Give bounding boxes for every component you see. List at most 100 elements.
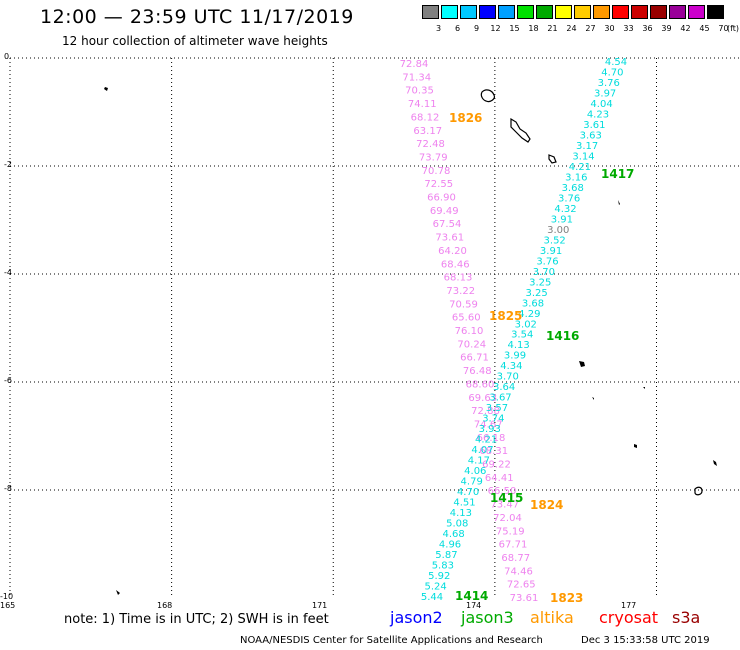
cyan-track-value: 3.02 xyxy=(515,319,537,330)
cyan-track-value: 4.68 xyxy=(443,529,465,540)
legend-s3a: s3a xyxy=(672,608,701,627)
page-title: 12:00 — 23:59 UTC 11/17/2019 xyxy=(40,6,354,28)
pink-track-value: 68.13 xyxy=(444,273,473,284)
cyan-track-value: 4.96 xyxy=(439,540,461,551)
cyan-track-value: 3.70 xyxy=(533,267,555,278)
scale-swatch xyxy=(612,5,629,19)
longitude-tick-label: 177 xyxy=(621,601,637,610)
island-outline-icon xyxy=(713,460,717,466)
pink-track-value: 70.35 xyxy=(405,86,434,97)
cyan-track-value: 4.70 xyxy=(601,67,623,78)
cyan-track-value: 3.64 xyxy=(493,382,515,393)
cyan-track-value: 5.92 xyxy=(428,571,450,582)
pink-track-value: 72.88 xyxy=(471,406,500,417)
cyan-track-value: 5.87 xyxy=(435,550,457,561)
latitude-tick-label: -8 xyxy=(4,484,12,493)
island-outlines xyxy=(104,87,717,595)
legend-cryosat: cryosat xyxy=(599,608,659,627)
pink-track-value: 72.65 xyxy=(507,580,536,591)
pass-time-label: 1824 xyxy=(530,498,563,512)
cyan-track-value: 3.54 xyxy=(511,330,533,341)
cyan-track-value: 3.91 xyxy=(551,214,573,225)
cyan-track-value: 3.52 xyxy=(544,235,566,246)
timestamp: Dec 3 15:33:58 UTC 2019 xyxy=(581,635,710,646)
scale-swatch xyxy=(536,5,553,19)
pink-track-value: 70.59 xyxy=(449,299,478,310)
time-labels: 1826 1825 1824 1823 1417 1416 1415 1414 xyxy=(449,111,634,605)
pink-track-value: 74.46 xyxy=(504,566,533,577)
cyan-track-value: 3.57 xyxy=(486,403,508,414)
scale-swatch xyxy=(574,5,591,19)
longitude-tick-label: 171 xyxy=(312,601,328,610)
cyan-track-value: 5.44 xyxy=(421,592,443,603)
cyan-track-value: 4.13 xyxy=(507,340,529,351)
cyan-track-value: 5.24 xyxy=(424,582,446,593)
pass-time-label: 1414 xyxy=(455,589,488,603)
cyan-track-value: 3.76 xyxy=(598,78,620,89)
legend-jason3: jason3 xyxy=(461,608,514,627)
scale-label: 18 xyxy=(528,24,539,33)
cyan-track-value: 3.99 xyxy=(504,351,526,362)
pink-track-value: 69.63 xyxy=(468,393,497,404)
altimeter-tracks: 72.84 71.34 70.35 74.11 68.12 63.17 72.48 73.79… xyxy=(400,57,627,604)
cyan-track-value: 4.34 xyxy=(500,361,522,372)
scale-swatch xyxy=(555,5,572,19)
pink-track-value: 73.61 xyxy=(435,233,464,244)
scale-label: 42 xyxy=(680,24,691,33)
pink-track-value: 66.71 xyxy=(460,353,489,364)
footnote: note: 1) Time is in UTC; 2) SWH is in fe… xyxy=(64,612,329,627)
cyan-track-value: 4.51 xyxy=(453,498,475,509)
cyan-track-value: 3.70 xyxy=(497,372,519,383)
cyan-track-value: 4.04 xyxy=(590,99,612,110)
pink-track-value: 66.50 xyxy=(488,486,517,497)
cyan-track-value: 4.06 xyxy=(464,466,486,477)
scale-swatch xyxy=(460,5,477,19)
pass-time-label: 1415 xyxy=(490,491,523,505)
latitude-tick-label: -10 xyxy=(0,592,14,601)
pink-track-value: 73.61 xyxy=(510,593,539,604)
cyan-track-value: 4.79 xyxy=(461,477,483,488)
pink-track-value: 72.84 xyxy=(400,59,429,70)
scale-label: 33 xyxy=(623,24,634,33)
cyan-track-value: 3.93 xyxy=(479,424,501,435)
scale-swatch xyxy=(650,5,667,19)
scale-swatch xyxy=(517,5,534,19)
cyan-track-value: 4.21 xyxy=(475,435,497,446)
cyan-track-value: 4.17 xyxy=(468,456,490,467)
island-outline-icon xyxy=(694,486,703,496)
cyan-track-value: 4.70 xyxy=(457,487,479,498)
grid-lines xyxy=(9,57,740,598)
pink-track-value: 72.04 xyxy=(493,513,522,524)
pink-track-value: 68.12 xyxy=(411,112,440,123)
pink-track-value: 64.41 xyxy=(485,473,514,484)
pink-track-value: 66.90 xyxy=(427,193,456,204)
pink-track-value: 70.78 xyxy=(422,166,451,177)
scale-label: 24 xyxy=(566,24,577,33)
pink-track-value: 75.19 xyxy=(496,526,525,537)
pink-track-value: 74.11 xyxy=(408,99,437,110)
scale-label: 3 xyxy=(435,24,442,33)
island-outline-icon xyxy=(510,117,531,143)
scale-swatch xyxy=(498,5,515,19)
cyan-track-value: 3.74 xyxy=(482,414,504,425)
pink-track-value: 68.31 xyxy=(479,446,508,457)
island-outline-icon xyxy=(548,154,557,164)
pink-track-value: 73.47 xyxy=(490,500,519,511)
pink-track-value: 63.17 xyxy=(413,126,442,137)
cyan-track-value: 4.32 xyxy=(554,204,576,215)
pink-track-value: 73.22 xyxy=(446,286,475,297)
scale-swatch xyxy=(631,5,648,19)
cyan-track-value: 3.00 xyxy=(547,225,569,236)
scale-label: 6 xyxy=(454,24,461,33)
scale-swatch xyxy=(707,5,724,19)
cyan-track-value: 4.07 xyxy=(471,445,493,456)
longitude-tick-label: 165 xyxy=(0,601,16,610)
pink-track-value: 70.24 xyxy=(457,339,486,350)
pink-track-value: 76.10 xyxy=(455,326,484,337)
island-outline-icon xyxy=(116,590,120,595)
pink-track-value: 73.79 xyxy=(419,152,448,163)
scale-label: 70 xyxy=(718,24,729,33)
cyan-track-value: 3.67 xyxy=(489,393,511,404)
cyan-track-value: 4.54 xyxy=(605,57,627,68)
